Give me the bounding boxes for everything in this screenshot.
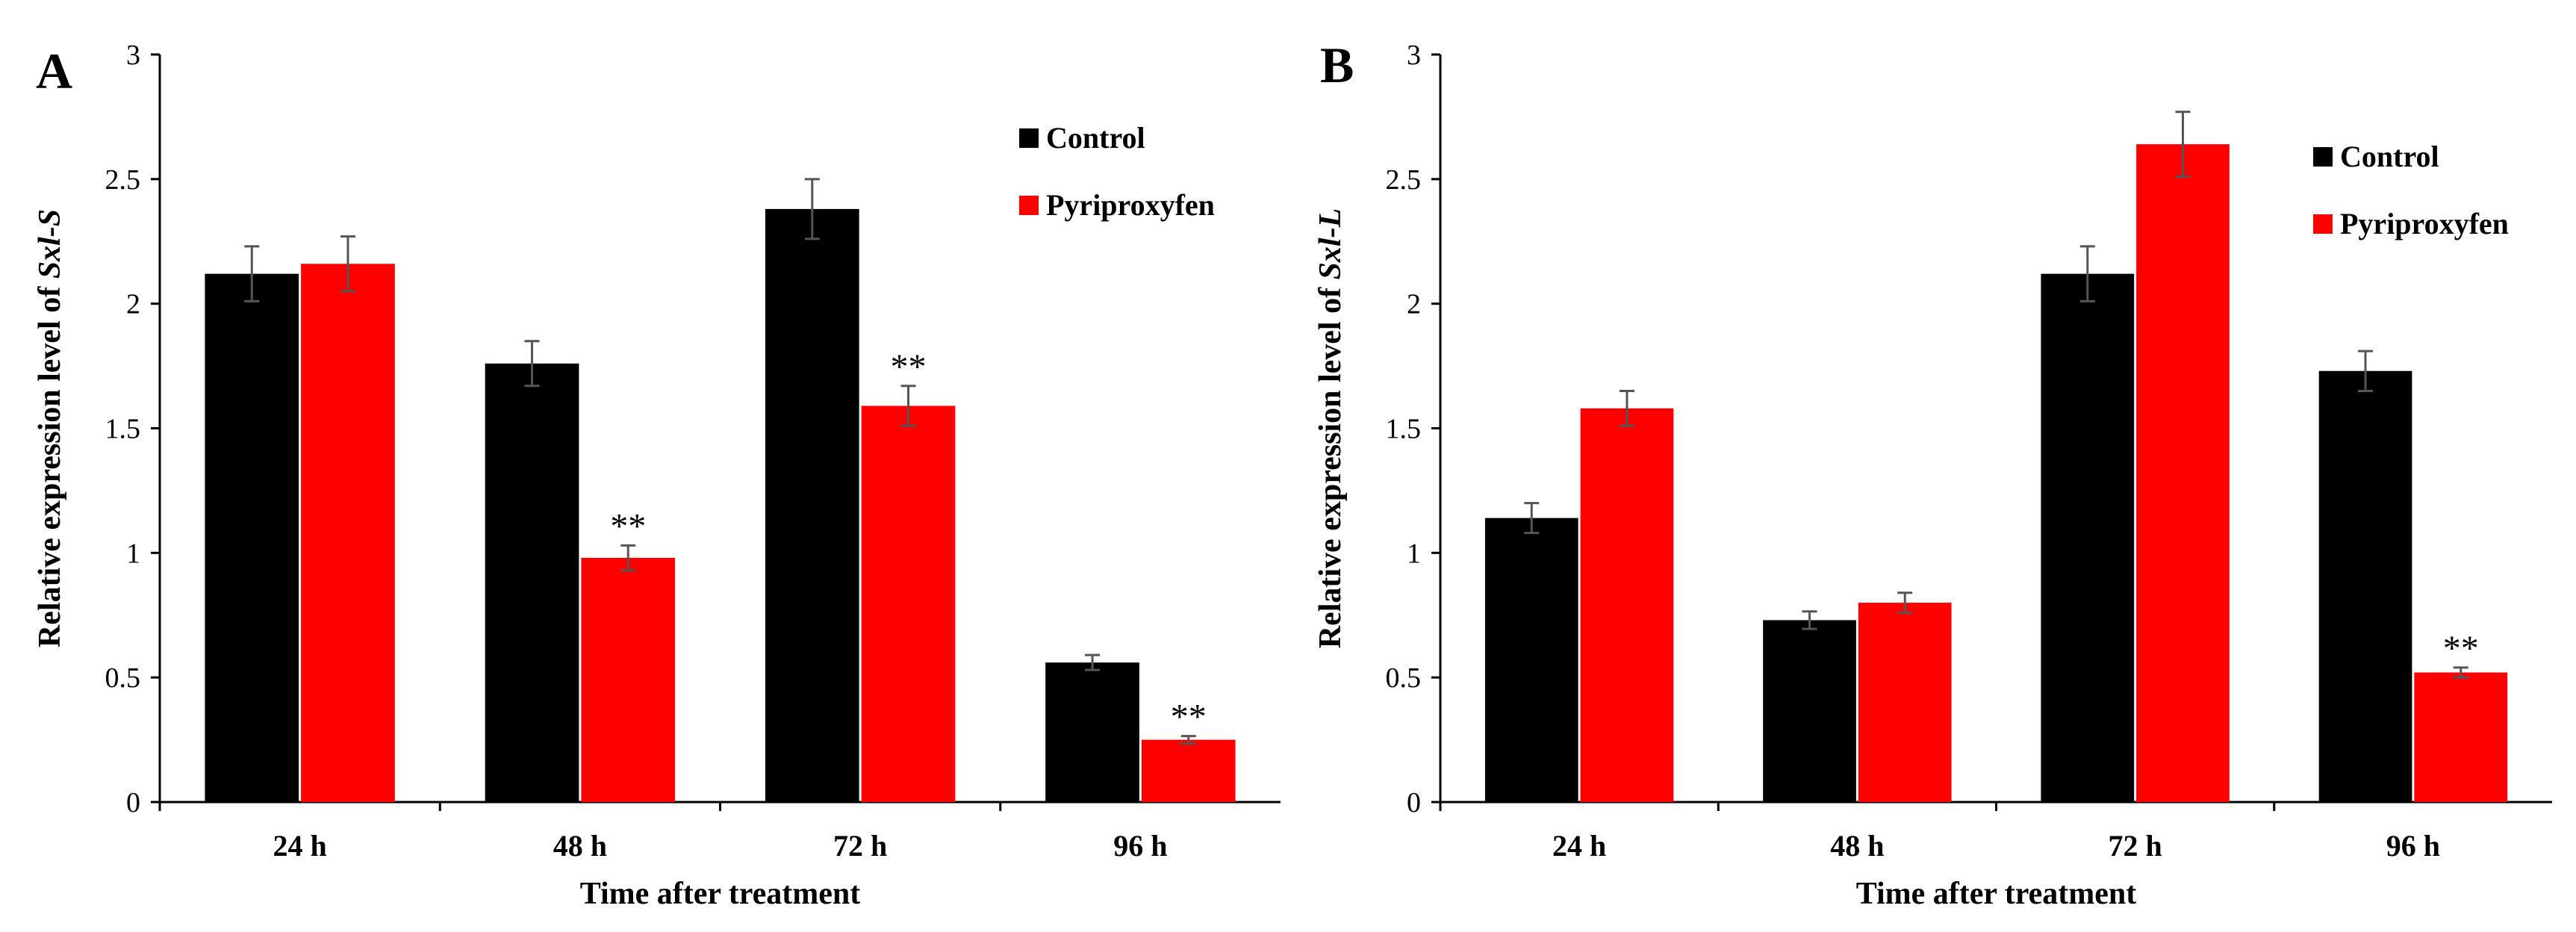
x-tick-label: 96 h <box>2386 829 2440 863</box>
x-tick-label: 24 h <box>1552 829 1606 863</box>
bar-control <box>1045 662 1139 802</box>
y-tick-label: 2.5 <box>105 164 141 196</box>
bar-control <box>765 208 859 803</box>
y-tick-label: 0 <box>126 787 140 818</box>
legend-label: Control <box>2340 140 2439 173</box>
significance-label: ** <box>610 506 646 546</box>
bar-pyriproxyfen <box>861 406 956 802</box>
panel-label: A <box>36 43 72 99</box>
x-tick-label: 72 h <box>2109 829 2162 863</box>
y-tick-label: 0.5 <box>105 662 141 694</box>
bar-pyriproxyfen <box>2136 144 2230 802</box>
legend-swatch-pyriproxyfen <box>1019 196 1039 215</box>
legend-swatch-pyriproxyfen <box>2313 214 2333 234</box>
legend: Control Pyriproxyfen <box>1019 121 1215 222</box>
bar-control <box>205 273 299 802</box>
bar-control <box>1484 518 1578 802</box>
legend-swatch-control <box>1019 128 1039 148</box>
bar-pyriproxyfen <box>301 264 395 802</box>
legend-swatch-control <box>2313 147 2333 167</box>
y-axis-title-gene: Sxl-S <box>33 209 67 279</box>
bar-control <box>485 363 579 802</box>
y-tick-label: 3 <box>126 40 140 71</box>
bar-pyriproxyfen <box>1141 739 1236 802</box>
panel-label: B <box>1320 37 1354 93</box>
bar-pyriproxyfen <box>1858 603 1952 802</box>
chart-panel-a: A 0 0.5 1 1.5 2 2.5 3 24 h 48 h ** 72 h ** 96 h ** Time… <box>33 40 1281 911</box>
x-tick-label: 48 h <box>553 829 607 863</box>
bar-pyriproxyfen <box>2414 672 2508 802</box>
x-tick-label: 72 h <box>833 829 887 863</box>
legend-label: Pyriproxyfen <box>2340 207 2509 240</box>
x-tick-label: 48 h <box>1830 829 1884 863</box>
y-axis-title: Relative expression level of Sxl-S <box>33 209 67 647</box>
chart-panel-b: B 0 0.5 1 1.5 2 2.5 3 24 h 48 h 72 h 96 h ** Time aft… <box>1313 37 2552 911</box>
y-tick-label: 3 <box>1407 40 1421 71</box>
y-axis-title-prefix: Relative expression level of <box>33 279 67 647</box>
y-tick-label: 1 <box>1407 538 1421 569</box>
x-tick-label: 24 h <box>273 829 327 863</box>
legend-label: Pyriproxyfen <box>1046 188 1215 222</box>
bar-pyriproxyfen <box>581 558 676 802</box>
y-tick-label: 1 <box>126 538 140 569</box>
y-tick-label: 2 <box>1407 289 1421 320</box>
y-tick-label: 2.5 <box>1386 164 1422 196</box>
y-tick-label: 0.5 <box>1386 662 1422 694</box>
x-axis-title: Time after treatment <box>580 877 861 911</box>
y-axis-title: Relative expression level of Sxl-L <box>1313 208 1348 648</box>
y-axis-title-gene: Sxl-L <box>1313 208 1348 280</box>
y-axis-title-prefix: Relative expression level of <box>1313 279 1348 648</box>
legend-label: Control <box>1046 121 1145 155</box>
bar-control <box>1763 620 1856 802</box>
y-tick-label: 1.5 <box>1386 414 1422 445</box>
bar-pyriproxyfen <box>1580 408 1674 802</box>
y-tick-label: 1.5 <box>105 414 141 445</box>
significance-label: ** <box>2443 629 2479 668</box>
x-axis-title: Time after treatment <box>1856 877 2137 911</box>
bar-control <box>2318 370 2412 802</box>
significance-label: ** <box>890 347 926 387</box>
bar-control <box>2041 273 2135 802</box>
y-tick-label: 0 <box>1407 787 1421 818</box>
x-tick-label: 96 h <box>1113 829 1167 863</box>
y-tick-label: 2 <box>126 289 140 320</box>
significance-label: ** <box>1171 698 1207 737</box>
legend: Control Pyriproxyfen <box>2313 140 2509 240</box>
